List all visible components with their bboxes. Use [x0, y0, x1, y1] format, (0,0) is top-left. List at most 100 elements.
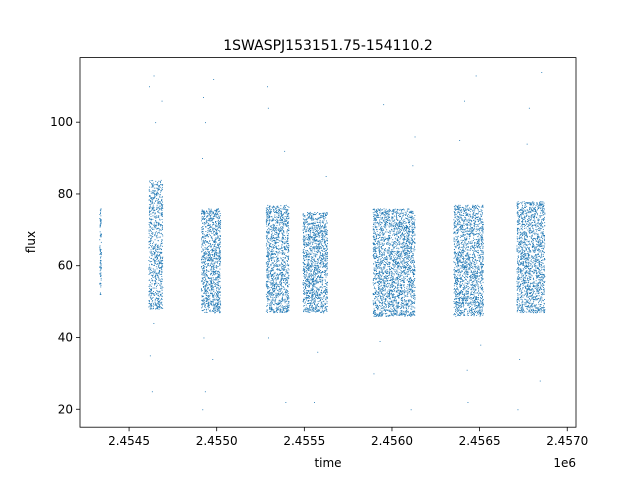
- data-point: [159, 270, 161, 271]
- data-point: [201, 256, 203, 258]
- data-point: [326, 259, 328, 261]
- data-point: [280, 303, 282, 305]
- data-point: [206, 309, 207, 311]
- data-point: [159, 233, 161, 234]
- data-point: [270, 301, 272, 303]
- data-point: [284, 266, 286, 268]
- data-point: [314, 235, 316, 237]
- data-point: [308, 281, 309, 282]
- data-point: [320, 272, 322, 274]
- data-point: [322, 215, 324, 217]
- data-point: [148, 206, 150, 208]
- data-point: [216, 295, 218, 297]
- data-point: [316, 246, 318, 248]
- data-point: [323, 300, 325, 302]
- data-point: [210, 311, 212, 313]
- data-point: [217, 276, 219, 278]
- data-point: [149, 284, 151, 286]
- data-point: [317, 268, 319, 270]
- data-point: [205, 253, 207, 255]
- data-point: [276, 308, 278, 310]
- data-point: [277, 254, 279, 256]
- data-point: [321, 292, 323, 294]
- data-point: [303, 221, 305, 223]
- data-point: [152, 232, 154, 234]
- data-point: [305, 244, 307, 246]
- data-point: [272, 219, 274, 221]
- data-point: [99, 283, 101, 285]
- data-point: [387, 315, 389, 317]
- data-point: [318, 234, 320, 236]
- data-point: [276, 237, 278, 239]
- data-point: [322, 222, 324, 224]
- data-point: [214, 295, 216, 297]
- data-point: [324, 240, 326, 242]
- data-point: [283, 206, 284, 208]
- data-point: [374, 261, 376, 263]
- data-point: [277, 268, 278, 270]
- data-point: [267, 254, 268, 256]
- data-point: [216, 304, 218, 306]
- data-point: [216, 209, 218, 211]
- data-point: [213, 309, 215, 310]
- data-point: [279, 299, 281, 301]
- data-point: [317, 222, 319, 223]
- data-point: [155, 303, 157, 305]
- data-point: [219, 250, 221, 252]
- data-point: [151, 191, 153, 193]
- data-point: [384, 294, 385, 296]
- data-point: [318, 217, 320, 219]
- data-point: [270, 270, 272, 272]
- data-point: [155, 221, 157, 223]
- data-point: [279, 240, 280, 242]
- data-point: [305, 309, 307, 310]
- data-point: [393, 211, 394, 213]
- data-point: [160, 307, 162, 309]
- outlier-point: [153, 323, 155, 324]
- data-point: [326, 232, 328, 234]
- data-point: [211, 260, 213, 262]
- data-point: [157, 302, 159, 304]
- data-point: [155, 308, 157, 310]
- data-point: [309, 247, 311, 249]
- data-point: [266, 266, 268, 268]
- data-point: [158, 199, 159, 201]
- data-point: [156, 251, 158, 252]
- data-point: [288, 310, 290, 312]
- data-point: [283, 280, 284, 281]
- data-point: [309, 266, 311, 268]
- data-point: [150, 231, 152, 232]
- data-point: [286, 249, 288, 250]
- data-point: [201, 243, 203, 245]
- data-point: [153, 271, 155, 273]
- data-point: [161, 266, 163, 268]
- data-point: [324, 274, 326, 275]
- data-point: [220, 304, 222, 306]
- data-point: [322, 221, 324, 223]
- data-point: [204, 214, 206, 216]
- data-point: [205, 257, 206, 259]
- data-point: [326, 291, 328, 293]
- data-point: [313, 307, 315, 309]
- data-point: [322, 292, 324, 293]
- data-point: [405, 262, 406, 264]
- data-point: [276, 309, 278, 311]
- data-point: [152, 197, 154, 199]
- data-point: [214, 279, 215, 281]
- data-point: [269, 303, 271, 304]
- data-point: [154, 246, 156, 248]
- data-point: [207, 215, 209, 217]
- data-point: [282, 219, 284, 221]
- data-point: [325, 217, 327, 219]
- data-point: [409, 270, 411, 272]
- data-point: [406, 309, 408, 311]
- data-point: [307, 212, 308, 213]
- data-point: [309, 271, 311, 273]
- data-point: [212, 296, 214, 298]
- data-point: [202, 232, 204, 234]
- data-point: [276, 233, 278, 235]
- data-point: [201, 290, 203, 292]
- data-point: [201, 216, 203, 217]
- data-point: [158, 230, 160, 232]
- data-point: [155, 243, 157, 245]
